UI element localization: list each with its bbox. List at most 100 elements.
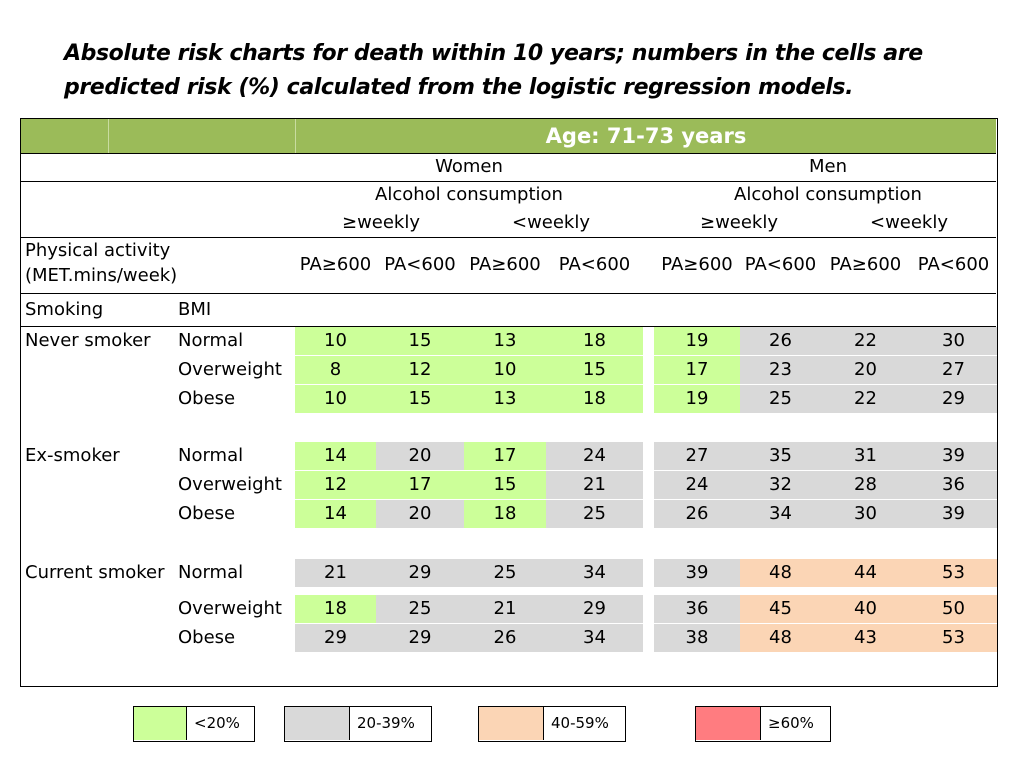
risk-cell: 21 xyxy=(546,471,643,499)
risk-cell: 10 xyxy=(464,356,546,384)
risk-cell: 27 xyxy=(910,356,997,384)
risk-cell: 28 xyxy=(821,471,910,499)
risk-cell: 29 xyxy=(910,385,997,413)
risk-cell: 24 xyxy=(546,442,643,470)
smoking-status-label: Never smoker xyxy=(25,330,151,351)
legend-label: ≥60% xyxy=(768,714,814,732)
risk-cell: 18 xyxy=(295,595,376,623)
risk-cell: 29 xyxy=(295,624,376,652)
smoking-status-label: Current smoker xyxy=(25,562,165,583)
risk-cell: 22 xyxy=(821,327,910,355)
risk-cell: 36 xyxy=(910,471,997,499)
risk-cell: 25 xyxy=(464,559,546,587)
risk-cell: 12 xyxy=(295,471,376,499)
title-line-2: predicted risk (%) calculated from the l… xyxy=(64,75,854,100)
risk-cell: 20 xyxy=(376,500,464,528)
bmi-label: Overweight xyxy=(178,474,282,495)
risk-cell: 10 xyxy=(295,327,376,355)
risk-cell: 39 xyxy=(910,500,997,528)
risk-cell: 26 xyxy=(464,624,546,652)
risk-cell: 15 xyxy=(464,471,546,499)
sex-women: Women xyxy=(435,156,503,177)
legend-item: <20% xyxy=(133,706,255,742)
alcohol-label-women: Alcohol consumption xyxy=(375,184,563,205)
legend-swatch xyxy=(696,707,761,740)
bmi-label: Obese xyxy=(178,627,236,648)
risk-cell: 26 xyxy=(740,327,821,355)
risk-cell: 34 xyxy=(740,500,821,528)
risk-cell: 53 xyxy=(910,624,997,652)
header-band-segment xyxy=(21,119,109,153)
legend-label: <20% xyxy=(194,714,240,732)
risk-cell: 29 xyxy=(546,595,643,623)
risk-cell: 20 xyxy=(821,356,910,384)
risk-cell: 44 xyxy=(821,559,910,587)
smoking-header: Smoking xyxy=(25,299,104,320)
legend-item: 20-39% xyxy=(284,706,432,742)
risk-cell: 27 xyxy=(654,442,740,470)
risk-cell: 14 xyxy=(295,500,376,528)
age-header-band: Age: 71-73 years xyxy=(21,119,996,153)
bmi-label: Normal xyxy=(178,445,244,466)
risk-cell: 53 xyxy=(910,559,997,587)
legend-swatch xyxy=(479,707,544,740)
risk-cell: 34 xyxy=(546,559,643,587)
legend-swatch xyxy=(285,707,350,740)
age-header: Age: 71-73 years xyxy=(545,124,747,148)
pa-label-line-1: Physical activity xyxy=(25,240,171,261)
risk-cell: 43 xyxy=(821,624,910,652)
alcohol-level-men-lessweekly: <weekly xyxy=(869,212,949,233)
bmi-label: Overweight xyxy=(178,598,282,619)
smoking-status-label: Ex-smoker xyxy=(25,445,120,466)
pa-level-header: PA≥600 xyxy=(469,254,541,275)
risk-cell: 19 xyxy=(654,385,740,413)
risk-table: Age: 71-73 years Women Men Alcohol consu… xyxy=(20,118,998,687)
risk-cell: 18 xyxy=(546,327,643,355)
risk-cell: 39 xyxy=(654,559,740,587)
bmi-header: BMI xyxy=(178,299,212,320)
risk-cell: 17 xyxy=(464,442,546,470)
alcohol-label-men: Alcohol consumption xyxy=(734,184,922,205)
pa-level-header: PA≥600 xyxy=(299,254,372,275)
risk-cell: 48 xyxy=(740,559,821,587)
risk-cell: 40 xyxy=(821,595,910,623)
bmi-label: Normal xyxy=(178,562,244,583)
bmi-label: Overweight xyxy=(178,359,282,380)
risk-cell: 36 xyxy=(654,595,740,623)
row-divider xyxy=(21,181,996,182)
risk-cell: 18 xyxy=(546,385,643,413)
risk-cell: 22 xyxy=(821,385,910,413)
risk-cell: 23 xyxy=(740,356,821,384)
risk-cell: 20 xyxy=(376,442,464,470)
header-band-segment xyxy=(109,119,296,153)
risk-cell: 25 xyxy=(546,500,643,528)
risk-cell: 10 xyxy=(295,385,376,413)
row-divider xyxy=(21,237,996,238)
risk-cell: 21 xyxy=(464,595,546,623)
title-line-1: Absolute risk charts for death within 10… xyxy=(64,41,923,66)
alcohol-level-women-lessweekly: <weekly xyxy=(511,212,591,233)
risk-cell: 29 xyxy=(376,624,464,652)
risk-cell: 13 xyxy=(464,385,546,413)
risk-cell: 21 xyxy=(295,559,376,587)
risk-cell: 13 xyxy=(464,327,546,355)
legend-label: 20-39% xyxy=(357,714,415,732)
risk-cell: 32 xyxy=(740,471,821,499)
risk-cell: 35 xyxy=(740,442,821,470)
slide-title: Absolute risk charts for death within 10… xyxy=(64,37,964,105)
risk-cell: 25 xyxy=(376,595,464,623)
alcohol-level-men-weekly: ≥weekly xyxy=(699,212,779,233)
pa-level-header: PA<600 xyxy=(744,254,817,275)
risk-cell: 19 xyxy=(654,327,740,355)
risk-cell: 17 xyxy=(654,356,740,384)
risk-cell: 39 xyxy=(910,442,997,470)
row-divider xyxy=(21,326,996,327)
bmi-label: Obese xyxy=(178,388,236,409)
risk-cell: 18 xyxy=(464,500,546,528)
risk-cell: 15 xyxy=(376,385,464,413)
risk-cell: 15 xyxy=(546,356,643,384)
pa-level-header: PA<600 xyxy=(917,254,990,275)
risk-cell: 24 xyxy=(654,471,740,499)
risk-cell: 34 xyxy=(546,624,643,652)
row-divider xyxy=(21,153,996,154)
